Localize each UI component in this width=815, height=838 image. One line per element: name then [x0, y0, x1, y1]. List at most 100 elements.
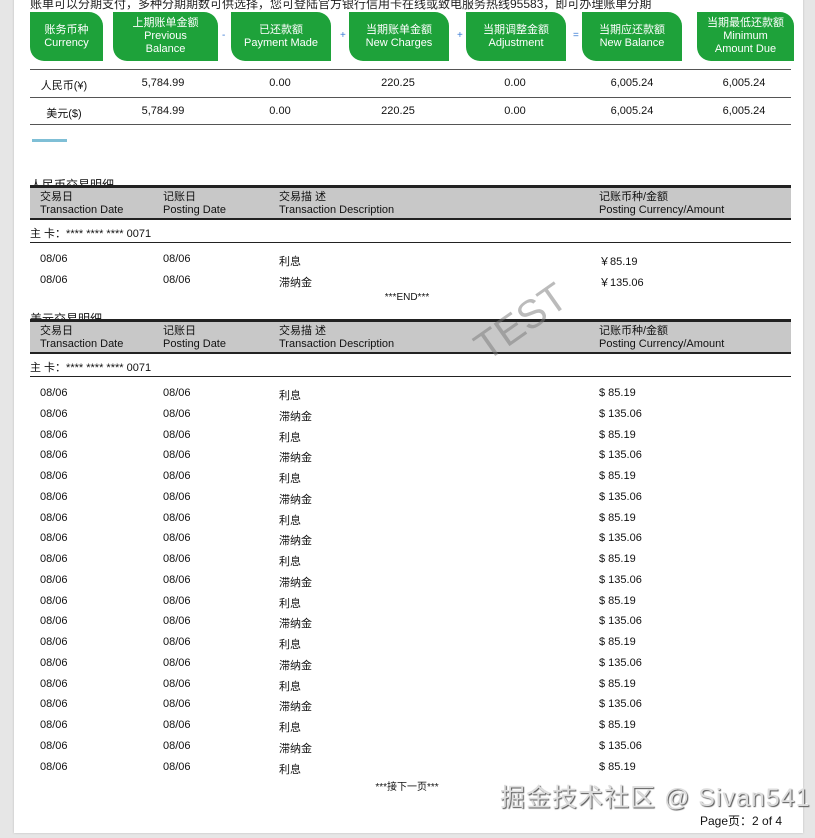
cell: $ 85.19 [599, 470, 636, 482]
column-header: 记账币种/金额 Posting Currency/Amount [599, 325, 724, 351]
header-cn: 已还款额 [259, 23, 303, 36]
column-en: Transaction Description [279, 204, 395, 216]
summary-header-1: 上期账单金额 Previous Balance [113, 12, 218, 61]
cell: 08/06 [163, 253, 191, 265]
operator: + [340, 30, 346, 41]
cell: 利息 [279, 431, 301, 444]
cell: $ 85.19 [599, 677, 636, 690]
cell: 08/06 [40, 553, 68, 565]
cell: 滞纳金 [279, 410, 312, 423]
summary-cell: 0.00 [504, 105, 526, 117]
cell: 利息 [279, 597, 301, 610]
cell: 08/06 [40, 573, 68, 586]
cell: $ 85.19 [599, 636, 636, 648]
operator: = [573, 30, 579, 41]
column-cn: 交易描 述 [279, 191, 327, 203]
cell: $ 135.06 [599, 698, 642, 711]
cell: $ 85.19 [599, 760, 636, 773]
header-en: Currency [44, 36, 89, 49]
watermark: 掘金技术社区 @ Sivan541 [500, 784, 811, 812]
cell: 08/06 [163, 719, 191, 731]
column-header: 记账日 Posting Date [163, 191, 226, 217]
summary-header-5: 当期应还款额 New Balance [582, 12, 682, 61]
cell: $ 135.06 [599, 407, 642, 420]
table-row: 08/06 08/06 利息 $ 85.19 [30, 470, 791, 490]
cell: 利息 [279, 639, 301, 651]
cell: 利息 [279, 390, 301, 402]
cell: 滞纳金 [279, 659, 312, 672]
cell: $ 85.19 [599, 511, 636, 524]
header-cn: 上期账单金额 [132, 17, 199, 29]
cell: $ 135.06 [599, 449, 642, 462]
column-en: Transaction Description [279, 338, 395, 350]
cell: 08/06 [40, 387, 68, 399]
column-cn: 记账币种/金额 [599, 325, 669, 337]
column-en: Posting Currency/Amount [599, 204, 725, 216]
cell: 08/06 [40, 594, 68, 607]
header-en: New Charges [365, 36, 433, 49]
column-header: 记账币种/金额 Posting Currency/Amount [599, 191, 724, 217]
table-row: 08/06 08/06 利息 $ 85.19 [30, 595, 791, 615]
cell: 08/06 [163, 553, 191, 565]
summary-cell: 5,784.99 [141, 105, 185, 117]
cell: 08/06 [40, 274, 68, 286]
header-cn: 当期调整金额 [483, 23, 549, 36]
table-row: 08/06 08/06 滞纳金 $ 135.06 [30, 615, 791, 635]
cell: $ 135.06 [599, 656, 642, 669]
cell: 08/06 [40, 656, 68, 669]
summary-cell: 6,005.24 [610, 105, 654, 117]
cell: $ 85.19 [599, 719, 636, 731]
header-en: Minimum Amount Due [714, 30, 777, 55]
cell: 08/06 [163, 760, 191, 773]
cell: 08/06 [163, 636, 191, 648]
table-row: 08/06 08/06 利息 $ 85.19 [30, 553, 791, 573]
cell: 08/06 [40, 719, 68, 731]
column-en: Posting Currency/Amount [599, 338, 725, 350]
summary-cell: 美元($) [46, 108, 82, 120]
cell: ￥135.06 [599, 277, 644, 289]
summary-header-4: 当期调整金额 Adjustment [466, 12, 566, 61]
accent-bar [32, 139, 67, 142]
summary-cell: 220.25 [381, 105, 415, 117]
summary-cell: 人民币(¥) [40, 80, 88, 92]
cell: 利息 [279, 680, 301, 693]
header-en: New Balance [599, 36, 665, 49]
cell: 08/06 [163, 407, 191, 420]
table-row: 08/06 08/06 利息 $ 85.19 [30, 678, 791, 698]
cell: 08/06 [163, 511, 191, 524]
header-cn: 当期账单金额 [366, 23, 432, 36]
cell: 08/06 [163, 594, 191, 607]
table-row: 08/06 08/06 滞纳金 $ 135.06 [30, 698, 791, 718]
cell: 08/06 [163, 274, 191, 286]
cell: 利息 [279, 722, 301, 734]
column-cn: 交易日 [40, 325, 73, 337]
cell: $ 85.19 [599, 553, 636, 565]
table-row: 08/06 08/06 利息 $ 85.19 [30, 636, 791, 656]
card-number: 主 卡：**** **** **** 0071 [30, 362, 152, 374]
cell: 08/06 [163, 449, 191, 462]
cell: 利息 [279, 473, 301, 485]
cell: 08/06 [40, 407, 68, 420]
cell: $ 85.19 [599, 428, 636, 441]
table-row: 08/06 08/06 滞纳金 ￥135.06 [30, 274, 791, 294]
table-row: 08/06 08/06 利息 $ 85.19 [30, 512, 791, 532]
table-row: 08/06 08/06 利息 $ 85.19 [30, 387, 791, 407]
cell: 滞纳金 [279, 618, 312, 631]
cell: 利息 [279, 763, 301, 776]
header-en: Adjustment [488, 36, 544, 49]
operator: + [457, 30, 463, 41]
cell: 利息 [279, 556, 301, 568]
cell: 利息 [279, 256, 301, 268]
column-header: 交易日 Transaction Date [40, 325, 123, 351]
cell: 08/06 [40, 698, 68, 711]
table-row: 08/06 08/06 利息 ￥85.19 [30, 253, 791, 273]
column-header: 交易日 Transaction Date [40, 191, 123, 217]
cell: 08/06 [40, 739, 68, 752]
table-row: 08/06 08/06 滞纳金 $ 135.06 [30, 408, 791, 428]
cell: 08/06 [163, 387, 191, 399]
table-row: 08/06 08/06 利息 $ 85.19 [30, 761, 791, 781]
card-number: 主 卡：**** **** **** 0071 [30, 228, 152, 240]
cell: 滞纳金 [279, 452, 312, 465]
cell: 08/06 [40, 253, 68, 265]
